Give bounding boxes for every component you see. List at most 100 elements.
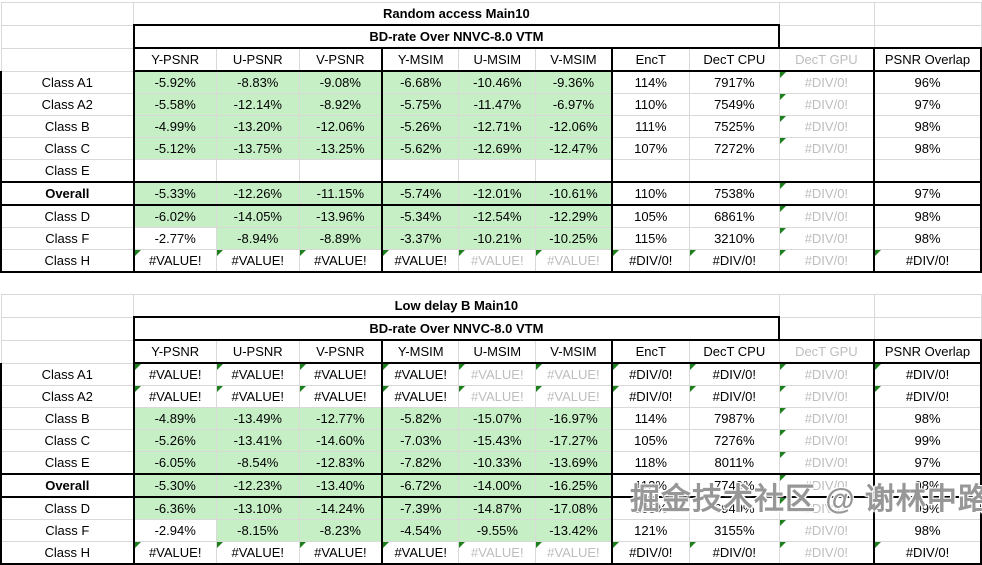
cell-class-a1-psnr-overlap[interactable]: 96% <box>873 70 982 94</box>
row-label-class-c[interactable]: Class C <box>0 429 135 452</box>
cell-class-b-v-msim[interactable]: -16.97% <box>535 407 613 430</box>
cell-class-e-dect-cpu[interactable] <box>688 159 780 183</box>
cell-class-e-y-msim[interactable]: -7.82% <box>381 451 460 475</box>
cell-overall-dect-gpu[interactable]: #DIV/0! <box>778 473 876 498</box>
cell-overall-v-msim[interactable]: -16.25% <box>535 473 613 498</box>
cell-class-a1-y-msim[interactable]: -6.68% <box>381 70 460 94</box>
cell-class-e-psnr-overlap[interactable] <box>873 159 982 183</box>
cell-class-f-y-psnr[interactable]: -2.94% <box>132 519 217 542</box>
cell-class-f-enct[interactable]: 115% <box>611 227 690 250</box>
row-label-overall[interactable]: Overall <box>0 473 135 498</box>
row-label-class-d[interactable]: Class D <box>0 204 135 228</box>
cell-class-h-y-msim[interactable]: #VALUE! <box>381 249 460 273</box>
cell-class-e-u-psnr[interactable] <box>215 159 300 183</box>
cell-class-a2-u-psnr[interactable]: -12.14% <box>215 93 300 116</box>
cell-class-a1-v-msim[interactable]: -9.36% <box>535 70 613 94</box>
cell-class-d-dect-cpu[interactable]: 6949% <box>688 496 780 520</box>
row-label-class-c[interactable]: Class C <box>0 137 135 160</box>
cell-class-c-dect-cpu[interactable]: 7276% <box>688 429 780 452</box>
cell-class-f-u-psnr[interactable]: -8.94% <box>215 227 300 250</box>
cell-class-d-v-psnr[interactable]: -13.96% <box>298 204 384 228</box>
cell-class-a1-dect-gpu[interactable]: #DIV/0! <box>778 70 876 94</box>
cell-class-d-enct[interactable]: 105% <box>611 204 690 228</box>
cell-class-d-enct[interactable]: 105% <box>611 496 690 520</box>
cell-class-d-y-msim[interactable]: -5.34% <box>381 204 460 228</box>
cell-class-a2-y-msim[interactable]: -5.75% <box>381 93 460 116</box>
cell-overall-psnr-overlap[interactable]: 98% <box>873 473 982 498</box>
cell-class-f-v-msim[interactable]: -13.42% <box>535 519 613 542</box>
cell-class-e-u-msim[interactable]: -10.33% <box>458 451 537 475</box>
column-header-enct[interactable]: EncT <box>611 339 690 364</box>
cell-class-b-dect-gpu[interactable]: #DIV/0! <box>778 407 876 430</box>
cell-class-b-dect-cpu[interactable]: 7525% <box>688 115 780 138</box>
cell-class-d-u-msim[interactable]: -14.87% <box>458 496 537 520</box>
cell-class-a2-dect-gpu[interactable]: #DIV/0! <box>778 93 876 116</box>
cell-class-f-y-msim[interactable]: -4.54% <box>381 519 460 542</box>
cell-class-c-dect-gpu[interactable]: #DIV/0! <box>778 429 876 452</box>
cell-class-c-u-msim[interactable]: -15.43% <box>458 429 537 452</box>
corner-cell[interactable] <box>0 294 135 318</box>
cell-class-a2-y-psnr[interactable]: #VALUE! <box>132 385 217 408</box>
cell-class-h-v-msim[interactable]: #VALUE! <box>535 541 613 565</box>
table-subtitle[interactable]: BD-rate Over NNVC-8.0 VTM <box>132 24 781 49</box>
cell-class-d-psnr-overlap[interactable]: 99% <box>873 496 982 520</box>
cell-class-f-u-psnr[interactable]: -8.15% <box>215 519 300 542</box>
cell-class-d-v-msim[interactable]: -17.08% <box>535 496 613 520</box>
cell-class-f-u-msim[interactable]: -10.21% <box>458 227 537 250</box>
cell-class-c-enct[interactable]: 105% <box>611 429 690 452</box>
cell-overall-v-msim[interactable]: -10.61% <box>535 181 613 206</box>
row-label-class-b[interactable]: Class B <box>0 115 135 138</box>
cell-class-a2-v-msim[interactable]: -6.97% <box>535 93 613 116</box>
cell-class-c-u-psnr[interactable]: -13.41% <box>215 429 300 452</box>
cell-class-f-v-psnr[interactable]: -8.89% <box>298 227 384 250</box>
empty-cell[interactable] <box>873 294 982 318</box>
column-header-dect-cpu[interactable]: DecT CPU <box>688 47 780 72</box>
cell-class-b-v-psnr[interactable]: -12.06% <box>298 115 384 138</box>
cell-class-f-psnr-overlap[interactable]: 98% <box>873 227 982 250</box>
cell-overall-v-psnr[interactable]: -11.15% <box>298 181 384 206</box>
cell-class-b-enct[interactable]: 114% <box>611 407 690 430</box>
cell-class-c-v-psnr[interactable]: -13.25% <box>298 137 384 160</box>
cell-class-a1-u-psnr[interactable]: -8.83% <box>215 70 300 94</box>
column-header-v-psnr[interactable]: V-PSNR <box>298 47 384 72</box>
cell-class-b-enct[interactable]: 111% <box>611 115 690 138</box>
cell-class-e-u-psnr[interactable]: -8.54% <box>215 451 300 475</box>
cell-class-d-dect-gpu[interactable]: #DIV/0! <box>778 204 876 228</box>
cell-class-c-v-msim[interactable]: -17.27% <box>535 429 613 452</box>
row-label-overall[interactable]: Overall <box>0 181 135 206</box>
cell-class-c-u-msim[interactable]: -12.69% <box>458 137 537 160</box>
cell-class-b-psnr-overlap[interactable]: 98% <box>873 407 982 430</box>
cell-class-b-y-msim[interactable]: -5.26% <box>381 115 460 138</box>
cell-class-c-dect-cpu[interactable]: 7272% <box>688 137 780 160</box>
cell-class-h-y-psnr[interactable]: #VALUE! <box>132 249 217 273</box>
cell-class-f-v-msim[interactable]: -10.25% <box>535 227 613 250</box>
cell-class-e-y-psnr[interactable]: -6.05% <box>132 451 217 475</box>
cell-class-b-dect-gpu[interactable]: #DIV/0! <box>778 115 876 138</box>
cell-overall-y-msim[interactable]: -5.74% <box>381 181 460 206</box>
corner-cell[interactable] <box>0 316 135 341</box>
cell-class-a2-enct[interactable]: 110% <box>611 93 690 116</box>
cell-class-e-v-psnr[interactable]: -12.83% <box>298 451 384 475</box>
cell-class-e-v-psnr[interactable] <box>298 159 384 183</box>
cell-class-a1-y-psnr[interactable]: #VALUE! <box>132 362 217 386</box>
cell-class-h-psnr-overlap[interactable]: #DIV/0! <box>873 541 982 565</box>
cell-class-f-dect-gpu[interactable]: #DIV/0! <box>778 519 876 542</box>
column-header-psnr-overlap[interactable]: PSNR Overlap <box>873 339 982 364</box>
cell-class-f-psnr-overlap[interactable]: 98% <box>873 519 982 542</box>
corner-cell[interactable] <box>0 339 135 364</box>
cell-class-b-y-psnr[interactable]: -4.89% <box>132 407 217 430</box>
cell-class-b-y-msim[interactable]: -5.82% <box>381 407 460 430</box>
cell-class-h-dect-cpu[interactable]: #DIV/0! <box>688 249 780 273</box>
column-header-dect-gpu[interactable]: DecT GPU <box>778 339 876 364</box>
cell-class-e-u-msim[interactable] <box>458 159 537 183</box>
cell-class-f-y-psnr[interactable]: -2.77% <box>132 227 217 250</box>
cell-overall-enct[interactable]: 112% <box>611 473 690 498</box>
cell-class-a2-dect-cpu[interactable]: #DIV/0! <box>688 385 780 408</box>
cell-class-h-u-psnr[interactable]: #VALUE! <box>215 249 300 273</box>
column-header-u-psnr[interactable]: U-PSNR <box>215 47 300 72</box>
row-label-class-b[interactable]: Class B <box>0 407 135 430</box>
row-label-class-e[interactable]: Class E <box>0 451 135 475</box>
cell-class-c-psnr-overlap[interactable]: 98% <box>873 137 982 160</box>
cell-class-a2-v-msim[interactable]: #VALUE! <box>535 385 613 408</box>
cell-class-c-enct[interactable]: 107% <box>611 137 690 160</box>
